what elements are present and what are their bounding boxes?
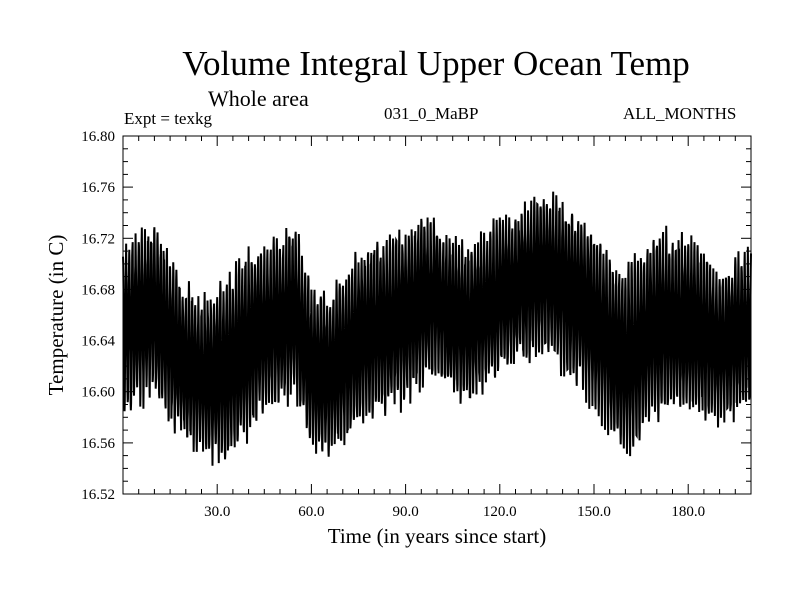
x-tick-label: 150.0 <box>577 504 611 520</box>
x-tick-label: 30.0 <box>204 504 230 520</box>
axis-ticks: 30.0 60.0 90.0 120.0 150.0 180.0 16.52 16.56 16.… <box>81 129 751 520</box>
y-tick-label: 16.56 <box>81 436 115 452</box>
months-label: ALL_MONTHS <box>623 104 737 123</box>
x-tick-label: 180.0 <box>671 504 705 520</box>
y-tick-label: 16.80 <box>81 129 115 145</box>
chart-subtitle: Whole area <box>208 86 309 111</box>
run-label: 031_0_MaBP <box>384 104 479 123</box>
series-layer <box>122 191 752 466</box>
y-axis-label: Temperature (in C) <box>44 235 68 396</box>
y-tick-label: 16.52 <box>81 487 115 503</box>
x-tick-label: 60.0 <box>298 504 324 520</box>
x-tick-label: 120.0 <box>483 504 517 520</box>
y-tick-label: 16.68 <box>81 282 115 298</box>
y-tick-label: 16.64 <box>81 334 115 350</box>
chart-title: Volume Integral Upper Ocean Temp <box>182 44 690 83</box>
y-tick-label: 16.72 <box>81 231 115 247</box>
experiment-label: Expt = texkg <box>124 109 212 128</box>
x-axis-label: Time (in years since start) <box>328 524 547 548</box>
temperature-series-line <box>122 191 752 466</box>
x-tick-label: 90.0 <box>392 504 418 520</box>
y-tick-label: 16.60 <box>81 385 115 401</box>
y-tick-label: 16.76 <box>81 180 115 196</box>
